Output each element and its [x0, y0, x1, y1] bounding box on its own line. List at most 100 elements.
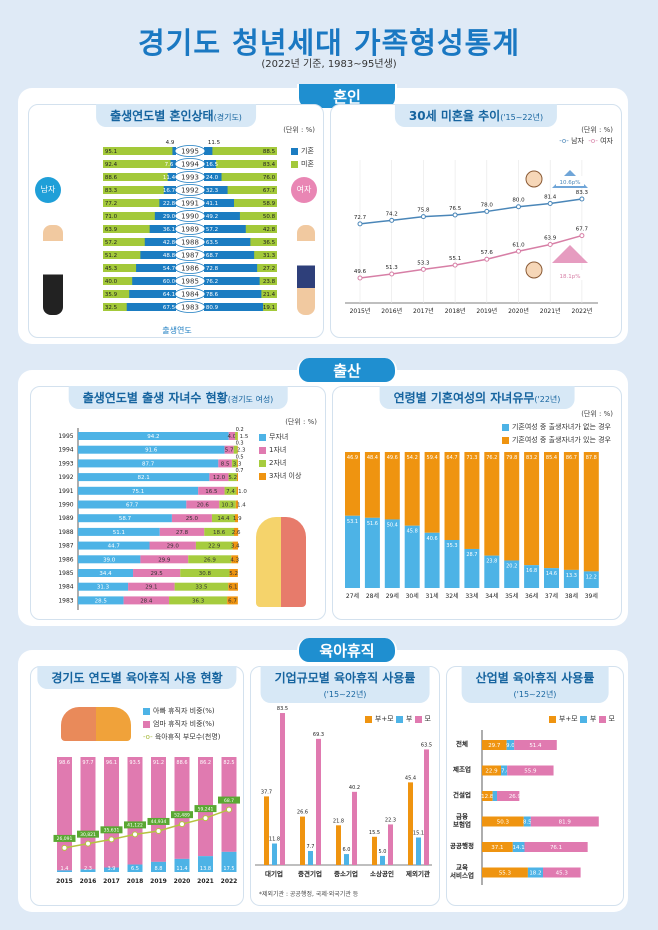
data-label: 1.5 — [240, 434, 249, 440]
tick-label: 2019년 — [476, 307, 497, 315]
tick-label: 1985 — [181, 278, 199, 286]
data-label: 5.2 — [229, 571, 238, 577]
bar-segment — [169, 596, 228, 605]
couple-illustration — [256, 517, 306, 607]
bar-with-children — [364, 452, 380, 518]
bar-segment — [482, 816, 524, 827]
panel-title: 30세 미혼율 추이('15~22년) — [394, 104, 558, 127]
data-label: 28.7 — [466, 552, 477, 558]
tick-label: 2016년 — [381, 307, 402, 315]
data-label: 33.5 — [195, 585, 208, 591]
data-label: 26.9 — [509, 794, 522, 800]
bar-segment — [149, 541, 196, 550]
tick-label: 1989 — [181, 226, 199, 234]
data-point — [484, 208, 490, 214]
data-label: 83.3 — [576, 190, 589, 196]
data-label: 30.8 — [199, 571, 212, 577]
man-illustration — [43, 225, 63, 315]
data-label: 77.2 — [105, 201, 117, 207]
data-label: 78.6 — [206, 292, 219, 298]
data-label: 49.6 — [387, 455, 398, 461]
bar-segment — [482, 740, 507, 750]
section-marriage: 혼인 출생연도별 혼인상태(경기도) (단위 : %) 기혼 미혼 남자 여자 … — [18, 84, 628, 344]
data-point — [420, 214, 426, 220]
bar-segment — [514, 740, 557, 750]
bar-female-married — [204, 186, 228, 194]
tick-label: 2017년 — [413, 307, 434, 315]
bar-male-married — [159, 199, 176, 207]
data-label: 88.5 — [263, 149, 276, 155]
data-label: 75.8 — [417, 208, 430, 214]
bar-segment — [78, 569, 134, 577]
data-point — [579, 196, 585, 202]
bar-segment — [174, 582, 229, 591]
bar-male-married — [163, 186, 176, 194]
data-label: 41.1 — [206, 201, 218, 207]
data-label: 19.1 — [263, 305, 275, 311]
data-label: 20.6 — [197, 503, 210, 509]
tick-label: 38세 — [565, 592, 578, 600]
bar-female-unmarried — [204, 147, 277, 155]
data-label: 55.9 — [524, 769, 537, 775]
change-badge — [556, 176, 584, 186]
data-label: 98.6 — [59, 760, 70, 766]
parents-illustration — [61, 707, 131, 741]
bar-father-share — [174, 858, 190, 872]
bar-mother-share — [57, 757, 72, 871]
data-label: 71.3 — [466, 455, 477, 461]
data-point — [452, 262, 458, 268]
bar-segment — [78, 582, 129, 591]
bar-no-children — [504, 560, 520, 588]
bar-female-married — [204, 277, 260, 285]
count-badge — [218, 796, 240, 804]
data-label: 18.6 — [213, 530, 226, 536]
unit-label: (단위 : %) — [285, 418, 317, 426]
unit-label: (단위 : %) — [283, 126, 315, 134]
data-label: 27.2 — [263, 266, 275, 272]
bar-with-children — [424, 452, 440, 533]
data-point — [547, 241, 553, 247]
data-label: 25.0 — [186, 516, 199, 522]
data-label: 11.4 — [163, 175, 176, 181]
data-label: 7.7 — [307, 844, 315, 850]
bar-with-children — [524, 452, 540, 566]
bar-male-married — [172, 147, 176, 155]
bar-female-married — [204, 173, 222, 181]
bar — [416, 837, 421, 865]
data-label: 8.5 — [523, 820, 532, 826]
count-badge — [171, 811, 193, 819]
data-label: 48.8 — [163, 253, 176, 259]
data-label: 2.3 — [84, 866, 92, 872]
year-oval — [174, 249, 206, 261]
data-label: 22.8 — [163, 201, 176, 207]
tick-label: 1990 — [58, 502, 73, 509]
data-label: 3.4 — [231, 544, 240, 550]
tick-label: 교육 — [456, 863, 468, 872]
bar-segment — [482, 842, 513, 852]
data-label: 91.2 — [153, 760, 164, 766]
year-oval — [174, 145, 206, 157]
data-label: 36.3 — [192, 598, 205, 604]
data-label: 29.5 — [151, 571, 164, 577]
data-point — [357, 275, 363, 281]
data-label: 4.3 — [230, 557, 239, 563]
data-label: 29.9 — [158, 557, 171, 563]
bar-no-children — [524, 565, 540, 588]
data-label: 54.2 — [407, 455, 418, 461]
data-label: 91.6 — [145, 448, 158, 454]
tick-label: 공공행정 — [450, 841, 474, 850]
tick-label: 27세 — [346, 592, 359, 600]
section-tab-leave: 육아휴직 — [297, 638, 397, 664]
data-label: 2.3 — [237, 448, 246, 454]
data-label: 17.5 — [223, 866, 234, 872]
year-oval — [174, 288, 206, 300]
data-label: 97.7 — [82, 760, 93, 766]
tick-label: 건설업 — [453, 790, 471, 799]
data-label: 12.0 — [213, 475, 226, 481]
tick-label: 1993 — [58, 460, 73, 467]
data-label: 83.5 — [277, 706, 288, 712]
bar-segment — [492, 791, 498, 801]
data-label: 83.2 — [526, 455, 537, 461]
bar-segment — [482, 867, 528, 878]
tick-label: 전체 — [456, 739, 468, 748]
